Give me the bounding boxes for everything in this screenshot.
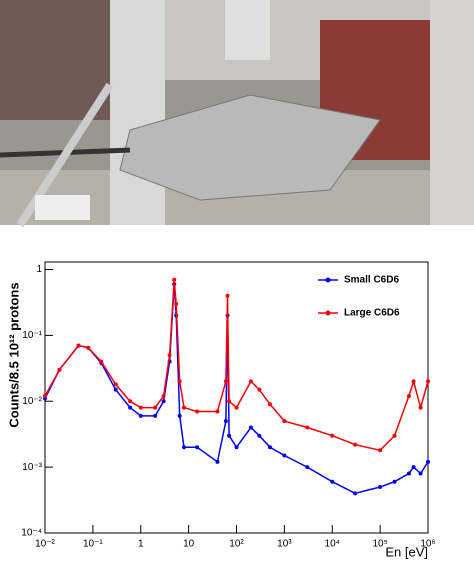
data-point xyxy=(411,379,416,384)
data-point xyxy=(99,359,104,364)
data-point xyxy=(128,399,133,404)
y-tick-label: 10⁻³ xyxy=(22,462,42,473)
data-point xyxy=(392,433,397,438)
data-point xyxy=(282,419,287,424)
data-point xyxy=(227,399,232,404)
data-point xyxy=(305,465,310,470)
data-point xyxy=(181,445,186,450)
data-point xyxy=(267,445,272,450)
series xyxy=(43,277,430,453)
data-point xyxy=(392,479,397,484)
cables-left xyxy=(0,0,110,120)
data-point xyxy=(330,479,335,484)
data-point xyxy=(181,405,186,410)
wall-right xyxy=(430,0,474,225)
data-point xyxy=(161,394,166,399)
x-axis-label: En [eV] xyxy=(385,544,428,559)
data-point xyxy=(195,409,200,414)
data-point xyxy=(426,379,430,384)
data-point xyxy=(86,345,91,350)
x-tick-label: 10⁻¹ xyxy=(83,539,103,550)
legend-marker xyxy=(325,277,331,283)
data-point xyxy=(215,459,220,464)
data-point xyxy=(267,402,272,407)
data-point xyxy=(248,379,253,384)
data-point xyxy=(177,379,182,384)
data-point xyxy=(76,343,81,348)
x-tick-label: 10 xyxy=(183,539,195,550)
x-tick-label: 10² xyxy=(229,539,244,550)
data-point xyxy=(153,405,158,410)
data-point xyxy=(174,301,179,306)
data-point xyxy=(418,471,423,476)
data-point xyxy=(411,465,416,470)
series-line xyxy=(44,279,429,452)
data-point xyxy=(195,445,200,450)
x-tick-label: 10⁴ xyxy=(325,539,340,550)
y-tick-label: 10⁻⁴ xyxy=(21,528,42,539)
x-tick-label: 1 xyxy=(138,539,144,550)
data-point xyxy=(406,394,411,399)
data-point xyxy=(257,387,262,392)
data-point xyxy=(215,409,220,414)
data-point xyxy=(234,445,239,450)
data-point xyxy=(161,399,166,404)
beam-pipe xyxy=(225,0,270,60)
detector-array xyxy=(119,94,381,201)
data-point xyxy=(378,484,383,489)
plot-frame xyxy=(44,261,429,534)
data-point xyxy=(330,433,335,438)
data-point xyxy=(227,433,232,438)
series-line xyxy=(44,284,429,495)
y-tick-label: 1 xyxy=(36,264,42,275)
x-tick-label: 10⁶ xyxy=(420,539,435,550)
data-point xyxy=(282,453,287,458)
data-point xyxy=(418,405,423,410)
frame xyxy=(110,0,165,225)
data-point xyxy=(257,433,262,438)
data-point xyxy=(248,425,253,430)
data-point xyxy=(353,491,358,496)
data-point xyxy=(138,405,143,410)
data-point xyxy=(234,405,239,410)
data-point xyxy=(426,459,430,464)
legend-marker xyxy=(325,310,331,316)
data-point xyxy=(378,448,383,453)
data-point xyxy=(177,413,182,418)
x-tick-label: 10⁻² xyxy=(35,539,55,550)
electronics xyxy=(35,195,90,220)
legend-label: Small C6D6 xyxy=(344,275,399,286)
data-point xyxy=(153,413,158,418)
photo xyxy=(0,0,474,228)
data-point xyxy=(406,471,411,476)
data-point xyxy=(353,442,358,447)
data-point xyxy=(172,277,177,282)
data-point xyxy=(167,353,172,358)
data-point xyxy=(113,382,118,387)
data-point xyxy=(128,405,133,410)
data-point xyxy=(223,419,228,424)
y-axis-label: Counts/8.5 10¹² protons xyxy=(6,282,21,427)
data-point xyxy=(57,367,62,372)
legend-label: Large C6D6 xyxy=(344,308,400,319)
data-point xyxy=(113,387,118,392)
data-point xyxy=(305,425,310,430)
x-tick-label: 10⁵ xyxy=(372,539,387,550)
x-tick-label: 10³ xyxy=(277,539,292,550)
data-point xyxy=(138,413,143,418)
y-tick-label: 10⁻² xyxy=(22,396,42,407)
data-point xyxy=(223,379,228,384)
data-point xyxy=(225,293,230,298)
y-tick-label: 10⁻¹ xyxy=(22,330,42,341)
data-point xyxy=(43,394,47,399)
